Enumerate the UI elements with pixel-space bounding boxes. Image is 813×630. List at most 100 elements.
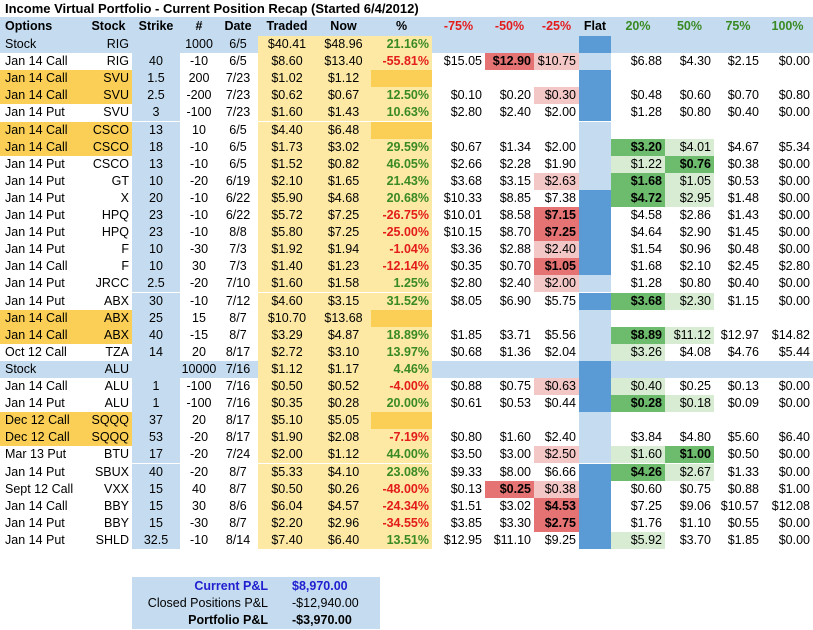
cell-num: -10: [189, 225, 209, 240]
cell-now: $13.40: [316, 53, 371, 71]
cell-p20: $0.60: [630, 481, 662, 496]
cell-now: $3.10: [316, 343, 371, 361]
current-pl-value: $8,970.00: [292, 579, 348, 593]
cell-p100: [762, 361, 813, 378]
cell-m25: $0.63: [534, 378, 579, 396]
cell-m50: $3.02: [499, 498, 531, 513]
cell-strike: 15: [132, 480, 180, 498]
cell-strike: 13: [132, 121, 180, 139]
cell-flat: [579, 207, 611, 225]
cell-m75: $0.35: [450, 259, 482, 274]
cell-p100: $0.00: [778, 225, 810, 240]
cell-stock: HPQ: [101, 208, 129, 222]
cell-stock: RIG: [106, 37, 129, 51]
title-row: Income Virtual Portfolio - Current Posit…: [0, 0, 813, 17]
cell-flat: [579, 360, 611, 378]
cell-flat: [579, 378, 611, 396]
cell-p100: $0.00: [778, 156, 810, 171]
cell-m25: $2.50: [534, 446, 579, 464]
cell-flat: [579, 275, 611, 293]
cell-traded: $5.90: [258, 189, 316, 207]
cell-p20: [611, 361, 665, 378]
cell-now: $2.96: [316, 514, 371, 532]
cell-now: $1.17: [316, 360, 371, 378]
cell-m50: [485, 361, 534, 378]
cell-p100: $5.34: [778, 139, 810, 154]
table-row: Jan 14 Put ALU 1 -100 7/16 $0.35 $0.28 20.00% $0…: [0, 395, 813, 413]
cell-m25: $2.04: [544, 344, 576, 359]
cell-pct: 13.97%: [371, 343, 432, 361]
cell-now: $1.43: [316, 104, 371, 122]
cell-m75: $2.80: [450, 105, 482, 120]
cell-p75: $0.53: [727, 173, 759, 188]
cell-num: -10: [189, 190, 209, 205]
cell-pct: 20.00%: [371, 395, 432, 413]
cell-m25: $5.56: [544, 327, 576, 342]
cell-now: $4.10: [316, 463, 371, 481]
cell-pct: -48.00%: [371, 480, 432, 498]
cell-flat: [579, 395, 611, 413]
cell-date: 8/17: [225, 344, 251, 359]
cell-now: $1.58: [316, 275, 371, 293]
cell-pct: 20.68%: [371, 189, 432, 207]
cell-flat: [579, 326, 611, 344]
cell-now: $3.15: [316, 292, 371, 310]
cell-p100: $0.00: [778, 447, 810, 462]
cell-m75: $10.33: [443, 190, 482, 205]
cell-p75: [714, 36, 762, 53]
cell-m75: $10.01: [443, 208, 482, 222]
cell-num: 20: [192, 413, 206, 428]
cell-opt: Jan 14 Call: [5, 498, 68, 513]
cell-p20: [611, 122, 665, 139]
table-row: Dec 12 Call SQQQ 37 20 8/17 $5.10 $5.05: [0, 412, 813, 430]
column-header-p50: 50%: [665, 17, 714, 36]
cell-pct: 29.59%: [371, 138, 432, 156]
cell-pct: -34.55%: [371, 514, 432, 532]
cell-p75: $0.38: [727, 156, 759, 171]
cell-strike: [132, 36, 180, 54]
cell-p20: $1.22: [611, 155, 665, 173]
table-row: Jan 14 Put JRCC 2.5 -20 7/10 $1.60 $1.58 1.25% $…: [0, 275, 813, 293]
cell-traded: $4.40: [258, 121, 316, 139]
cell-stock: ALU: [104, 379, 129, 393]
cell-num: 200: [188, 71, 210, 86]
cell-pct: -1.04%: [371, 241, 432, 259]
cell-m75: $3.36: [450, 242, 482, 257]
cell-flat: [579, 87, 611, 105]
table-row: Jan 14 Put GT 10 -20 6/19 $2.10 $1.65 21.43% $3.…: [0, 172, 813, 190]
cell-p100: $2.80: [778, 259, 810, 274]
cell-m75: $0.80: [450, 430, 482, 445]
table-row: Stock RIG 1000 6/5 $40.41 $48.96 21.16%: [0, 36, 813, 54]
cell-date: 8/7: [229, 481, 247, 496]
closed-pl-value: -$12,940.00: [292, 596, 359, 610]
cell-strike: 10: [132, 241, 180, 259]
cell-p75: $0.40: [727, 276, 759, 291]
cell-traded: $7.40: [258, 531, 316, 549]
cell-m25: $2.75: [534, 514, 579, 532]
cell-p50: $2.86: [679, 208, 711, 222]
cell-traded: $1.60: [258, 104, 316, 122]
cell-m25: [534, 361, 579, 378]
cell-date: 8/14: [225, 532, 251, 547]
cell-p75: $1.15: [727, 293, 759, 308]
cell-opt: Jan 14 Put: [5, 105, 65, 120]
cell-m25: $2.40: [534, 241, 579, 259]
cell-opt: Jan 14 Put: [5, 293, 65, 308]
cell-pct: 13.51%: [371, 531, 432, 549]
cell-p50: [665, 36, 714, 53]
cell-date: 7/12: [225, 293, 251, 308]
column-header-num: #: [180, 17, 218, 36]
cell-strike: 23: [132, 224, 180, 242]
cell-flat: [579, 36, 611, 54]
cell-m50: $8.70: [499, 225, 531, 240]
cell-stock: SQQQ: [85, 429, 132, 447]
cell-p50: $2.30: [665, 292, 714, 310]
cell-opt: Jan 14 Call: [0, 121, 85, 139]
cell-num: -10: [189, 208, 209, 222]
cell-p50: $1.05: [665, 172, 714, 190]
cell-opt: Stock: [5, 361, 37, 376]
cell-p75: $2.15: [727, 54, 759, 69]
cell-now: $4.87: [316, 326, 371, 344]
current-pl-label: Current P&L: [194, 579, 268, 593]
cell-traded: $2.10: [258, 172, 316, 190]
